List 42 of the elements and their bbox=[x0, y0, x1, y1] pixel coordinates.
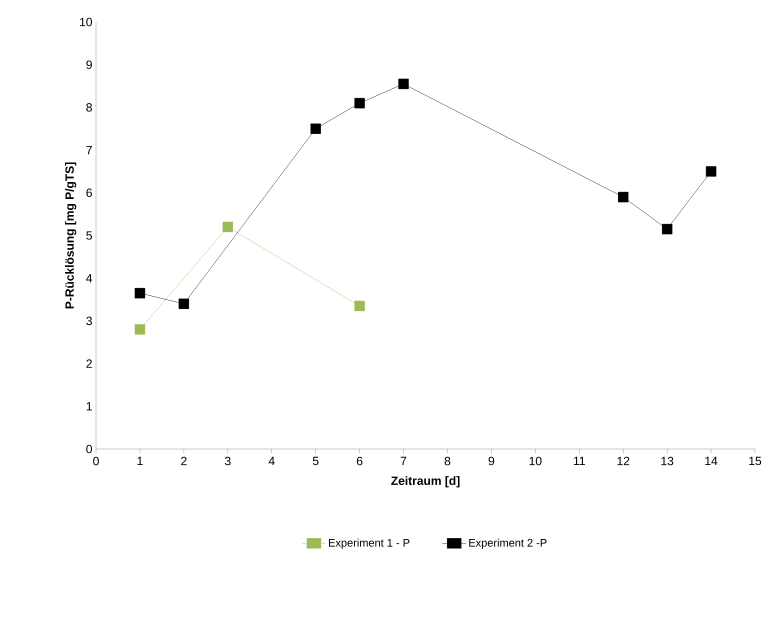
x-tick-label: 2 bbox=[181, 456, 187, 466]
x-tick-label: 8 bbox=[444, 456, 450, 466]
x-tick-label: 0 bbox=[93, 456, 99, 466]
y-tick-label: 1 bbox=[86, 402, 92, 410]
x-tick-label: 12 bbox=[617, 456, 630, 466]
point bbox=[706, 166, 716, 177]
legend-label: Experiment 1 - P bbox=[329, 538, 410, 549]
y-axis-title: P-Rücklösung [mg P/gTS] bbox=[65, 162, 76, 308]
point bbox=[354, 98, 365, 108]
legend-label: Experiment 2 -P bbox=[469, 538, 547, 549]
x-tick-label: 14 bbox=[705, 456, 718, 466]
point bbox=[354, 300, 365, 312]
x-tick-label: 1 bbox=[138, 456, 143, 466]
x-tick-label: 6 bbox=[356, 456, 362, 466]
point bbox=[134, 288, 146, 298]
y-tick-label: 0 bbox=[86, 444, 92, 454]
x-tick-label: 5 bbox=[312, 456, 318, 466]
y-tick-label: 3 bbox=[86, 316, 92, 326]
point bbox=[310, 124, 321, 134]
x-axis-title: Zeitraum [d] bbox=[391, 476, 460, 488]
y-tick-label: 4 bbox=[86, 274, 92, 282]
y-tick-label: 8 bbox=[86, 103, 92, 112]
x-tick-label: 10 bbox=[530, 456, 542, 466]
y-tick-label: 2 bbox=[86, 359, 92, 368]
y-tick-label: 9 bbox=[86, 60, 92, 69]
y-tick-label: 7 bbox=[86, 146, 92, 154]
point bbox=[178, 298, 190, 310]
point bbox=[618, 192, 628, 202]
x-tick-label: 15 bbox=[749, 456, 762, 466]
point bbox=[662, 224, 672, 234]
point bbox=[398, 78, 409, 90]
x-tick-label: 13 bbox=[661, 456, 674, 466]
y-tick-label: 10 bbox=[80, 18, 92, 26]
x-tick-label: 11 bbox=[574, 456, 585, 466]
x-tick-label: 9 bbox=[488, 456, 494, 466]
x-tick-label: 7 bbox=[400, 456, 406, 466]
x-tick-label: 3 bbox=[224, 456, 231, 466]
point bbox=[134, 324, 146, 335]
x-tick-label: 4 bbox=[268, 456, 275, 466]
y-tick-label: 5 bbox=[86, 231, 92, 240]
point bbox=[222, 222, 234, 232]
y-tick-label: 6 bbox=[86, 188, 92, 198]
